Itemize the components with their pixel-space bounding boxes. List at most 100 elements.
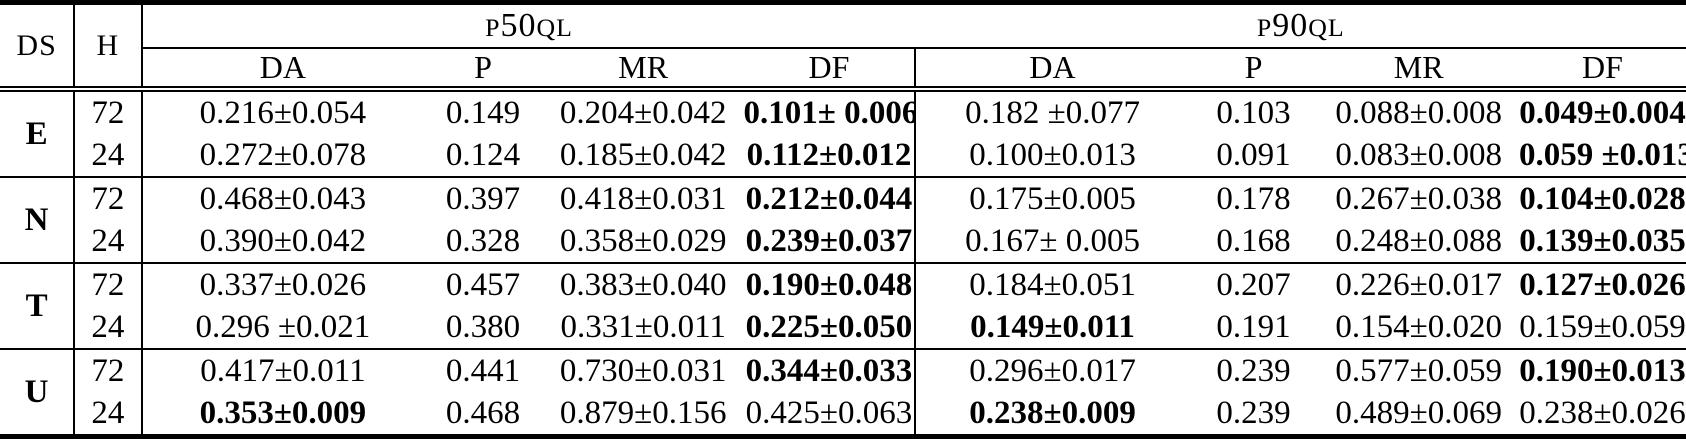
dataset-group-e: E 72 0.216±0.054 0.149 0.204±0.042 0.101…: [0, 89, 1686, 177]
table-row: 24 0.353±0.009 0.468 0.879±0.156 0.425±0…: [0, 392, 1686, 437]
col-header-df-p50: DF: [743, 48, 917, 92]
value-cell: 0.059 ±0.013: [1519, 136, 1686, 173]
value-cell: 0.272±0.078: [199, 136, 367, 173]
value-cell: 0.100±0.013: [969, 136, 1136, 173]
value-cell: 0.184±0.051: [915, 262, 1189, 306]
value-cell: 0.178: [1188, 176, 1319, 220]
dataset-label: T: [0, 262, 76, 349]
value-cell: 0.390±0.042: [199, 222, 367, 259]
table-row: 24 0.272±0.078 0.124 0.185±0.042 0.112±0…: [0, 134, 1686, 177]
value-cell: 0.337±0.026: [141, 262, 424, 306]
value-cell: 0.226±0.017: [1318, 262, 1520, 306]
value-cell: 0.457: [423, 262, 543, 306]
horizon-value: 24: [74, 306, 143, 349]
value-cell: 0.397: [423, 176, 543, 220]
value-cell: 0.212±0.044: [743, 176, 917, 220]
table-row: N 72 0.468±0.043 0.397 0.418±0.031 0.212…: [0, 176, 1686, 263]
value-cell: 0.441: [423, 348, 543, 392]
value-cell: 0.112±0.012: [743, 134, 917, 177]
subcol-header-row: DA P MR DF DA P MR DF: [0, 48, 1686, 92]
col-header-ds: DS: [0, 2, 76, 92]
dataset-label: U: [0, 348, 76, 437]
value-cell: 0.380: [445, 308, 521, 345]
value-cell: 0.296±0.017: [915, 348, 1189, 392]
value-cell: 0.383±0.040: [542, 262, 744, 306]
value-cell: 0.185±0.042: [559, 136, 727, 173]
value-cell: 0.182 ±0.077: [965, 94, 1140, 131]
horizon-value: 24: [74, 134, 143, 177]
group-label-part: QL: [536, 13, 573, 42]
group-label-part: 90: [1272, 7, 1309, 44]
col-header-mr-p50: MR: [542, 48, 744, 92]
value-cell: 0.879±0.156: [559, 394, 727, 431]
value-cell: 0.159±0.059: [1519, 308, 1686, 345]
group-label-part: QL: [1308, 13, 1345, 42]
value-cell: 0.425±0.063: [743, 392, 917, 437]
dataset-label: E: [0, 89, 76, 177]
value-cell: 0.468: [445, 394, 521, 431]
col-header-da-p50: DA: [141, 48, 424, 92]
table-row: E 72 0.216±0.054 0.149 0.204±0.042 0.101…: [0, 89, 1686, 177]
group-header-p90ql: P90QL: [915, 2, 1686, 49]
value-cell: 0.049±0.004: [1519, 94, 1686, 131]
value-cell: 0.091: [1216, 136, 1291, 173]
value-cell: 0.331±0.011: [560, 308, 726, 345]
group-label-part: 50: [500, 7, 537, 44]
horizon-value: 72: [74, 89, 143, 134]
value-cell: 0.344±0.033: [743, 348, 917, 392]
value-cell: 0.149: [445, 94, 521, 131]
value-cell: 0.088±0.008: [1335, 94, 1503, 131]
value-cell: 0.216±0.054: [199, 94, 367, 131]
horizon-value: 24: [74, 220, 143, 263]
horizon-value: 72: [74, 262, 143, 306]
group-label-part: P: [485, 13, 501, 42]
value-cell: 0.083±0.008: [1335, 136, 1503, 173]
table-header: DS H P50QL P90QL DA P MR DF DA P MR DF: [0, 2, 1686, 92]
value-cell: 0.104±0.028: [1519, 176, 1686, 220]
value-cell: 0.296 ±0.021: [195, 308, 371, 345]
value-cell: 0.248±0.088: [1335, 222, 1503, 259]
value-cell: 0.239: [1216, 394, 1291, 431]
dataset-group-n: N 72 0.468±0.043 0.397 0.418±0.031 0.212…: [0, 176, 1686, 263]
table-row: T 72 0.337±0.026 0.457 0.383±0.040 0.190…: [0, 262, 1686, 349]
value-cell: 0.238±0.009: [969, 394, 1136, 431]
value-cell: 0.239±0.037: [743, 220, 917, 263]
value-cell: 0.190±0.048: [743, 262, 917, 306]
value-cell: 0.238±0.026: [1519, 394, 1686, 431]
col-header-h: H: [74, 2, 143, 92]
value-cell: 0.167± 0.005: [965, 222, 1140, 259]
col-header-df-p90: DF: [1519, 48, 1686, 92]
value-cell: 0.225±0.050: [743, 306, 917, 349]
horizon-value: 72: [74, 176, 143, 220]
value-cell: 0.154±0.020: [1335, 308, 1503, 345]
horizon-value: 24: [74, 392, 143, 437]
value-cell: 0.328: [445, 222, 521, 259]
dataset-group-u: U 72 0.417±0.011 0.441 0.730±0.031 0.344…: [0, 348, 1686, 437]
table-row: U 72 0.417±0.011 0.441 0.730±0.031 0.344…: [0, 348, 1686, 437]
col-header-da-p90: DA: [915, 48, 1189, 92]
value-cell: 0.127±0.026: [1519, 262, 1686, 306]
col-header-p-p90: P: [1188, 48, 1319, 92]
value-cell: 0.468±0.043: [141, 176, 424, 220]
group-header-row: DS H P50QL P90QL: [0, 2, 1686, 92]
value-cell: 0.353±0.009: [199, 394, 367, 431]
value-cell: 0.418±0.031: [542, 176, 744, 220]
col-header-p-p50: P: [423, 48, 543, 92]
dataset-group-t: T 72 0.337±0.026 0.457 0.383±0.040 0.190…: [0, 262, 1686, 349]
value-cell: 0.417±0.011: [141, 348, 424, 392]
value-cell: 0.124: [445, 136, 521, 173]
value-cell: 0.190±0.013: [1519, 348, 1686, 392]
value-cell: 0.103: [1216, 94, 1291, 131]
value-cell: 0.101± 0.006: [743, 89, 917, 134]
value-cell: 0.175±0.005: [915, 176, 1189, 220]
table-row: 24 0.390±0.042 0.328 0.358±0.029 0.239±0…: [0, 220, 1686, 263]
col-header-mr-p90: MR: [1318, 48, 1520, 92]
group-header-p50ql: P50QL: [141, 2, 916, 49]
value-cell: 0.358±0.029: [559, 222, 727, 259]
value-cell: 0.139±0.035: [1519, 222, 1686, 259]
value-cell: 0.168: [1216, 222, 1291, 259]
value-cell: 0.577±0.059: [1318, 348, 1520, 392]
value-cell: 0.730±0.031: [542, 348, 744, 392]
